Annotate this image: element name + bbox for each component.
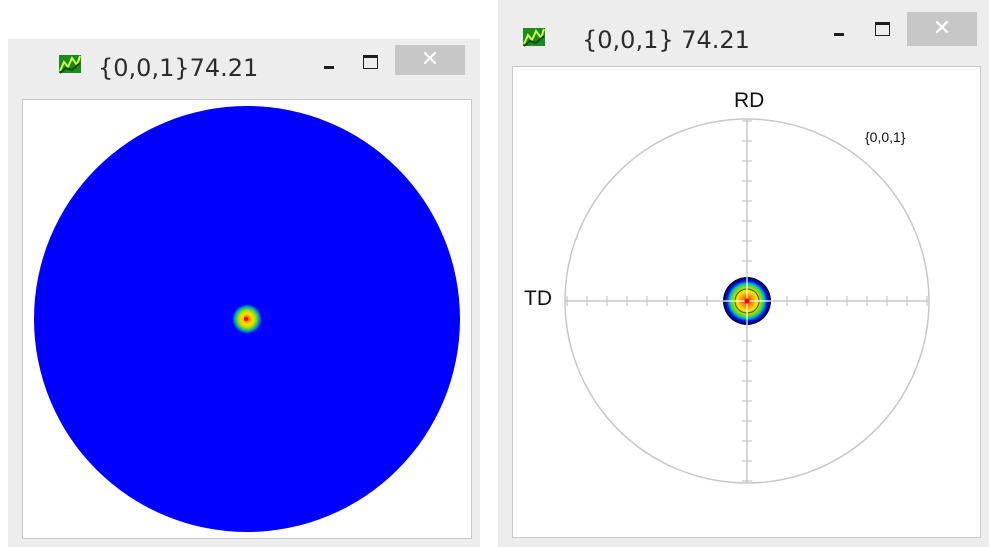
rd-label: RD bbox=[734, 89, 765, 112]
close-button[interactable]: ✕ bbox=[907, 12, 977, 46]
minimize-button[interactable] bbox=[830, 28, 848, 40]
app-icon bbox=[523, 28, 545, 47]
window-title: {0,0,1}74.21 bbox=[98, 54, 259, 82]
peak-center-marker bbox=[244, 317, 248, 321]
maximize-button[interactable] bbox=[360, 51, 382, 73]
close-button[interactable]: ✕ bbox=[395, 45, 465, 75]
title-bar-1[interactable]: {0,0,1}74.21 ✕ bbox=[8, 39, 480, 99]
plane-label: {0,0,1} bbox=[865, 129, 906, 145]
minimize-button[interactable] bbox=[320, 61, 338, 73]
peak-center-marker bbox=[744, 298, 750, 304]
pole-figure-plot-2 bbox=[564, 118, 930, 484]
pole-figure-window-1: {0,0,1}74.21 ✕ bbox=[8, 39, 480, 547]
window-title: {0,0,1} 74.21 bbox=[582, 26, 750, 54]
app-icon bbox=[59, 55, 81, 74]
pole-figure-plot-1 bbox=[34, 106, 460, 532]
td-label: TD bbox=[524, 287, 552, 310]
title-bar-2[interactable]: {0,0,1} 74.21 ✕ bbox=[498, 0, 989, 66]
pole-figure-canvas-1 bbox=[22, 99, 472, 539]
maximize-button[interactable] bbox=[872, 18, 894, 40]
pole-figure-window-2: {0,0,1} 74.21 ✕ bbox=[498, 0, 989, 547]
pole-figure-canvas-2: RD TD {0,0,1} bbox=[512, 66, 981, 538]
